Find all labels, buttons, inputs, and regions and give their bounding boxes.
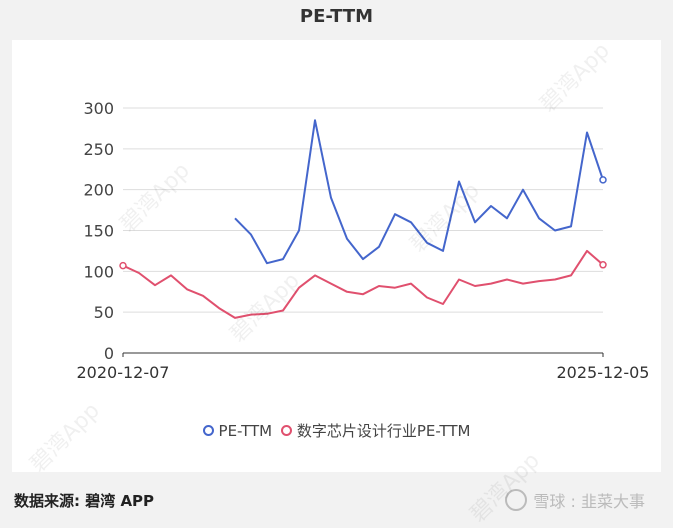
svg-text:50: 50 bbox=[94, 303, 114, 322]
brand-watermark: 雪球 : 韭菜大事 bbox=[505, 488, 645, 512]
svg-text:250: 250 bbox=[83, 140, 114, 159]
legend-label: 数字芯片设计行业PE-TTM bbox=[296, 422, 471, 440]
chart-panel bbox=[12, 40, 661, 472]
data-source-label: 数据来源: 碧湾 APP bbox=[14, 492, 155, 510]
svg-text:300: 300 bbox=[83, 99, 114, 118]
svg-text:200: 200 bbox=[83, 181, 114, 200]
brand-label: 雪球 : 韭菜大事 bbox=[533, 492, 645, 511]
x-axis: 2020-12-07 2025-12-05 bbox=[77, 352, 650, 382]
svg-text:150: 150 bbox=[83, 222, 114, 241]
legend-item-pe-ttm[interactable]: PE-TTM bbox=[202, 421, 273, 440]
line-chart: 0 50 100 150 200 250 300 2020-12-07 2025-12-05 bbox=[77, 99, 650, 382]
svg-text:0: 0 bbox=[104, 344, 114, 363]
circle-marker-icon bbox=[202, 425, 214, 436]
snowball-logo-icon bbox=[505, 489, 528, 511]
y-axis-labels: 0 50 100 150 200 250 300 bbox=[83, 99, 114, 363]
svg-text:100: 100 bbox=[83, 262, 114, 281]
circle-marker-icon bbox=[280, 425, 292, 436]
legend-label: PE-TTM bbox=[218, 421, 273, 440]
svg-text:2020-12-07: 2020-12-07 bbox=[77, 363, 170, 382]
legend-item-industry-pe-ttm[interactable]: 数字芯片设计行业PE-TTM bbox=[280, 420, 471, 441]
chart-title: PE-TTM bbox=[299, 6, 374, 27]
legend: PE-TTM 数字芯片设计行业PE-TTM bbox=[0, 420, 673, 441]
svg-text:2025-12-05: 2025-12-05 bbox=[557, 363, 650, 382]
series-lines bbox=[119, 119, 607, 319]
